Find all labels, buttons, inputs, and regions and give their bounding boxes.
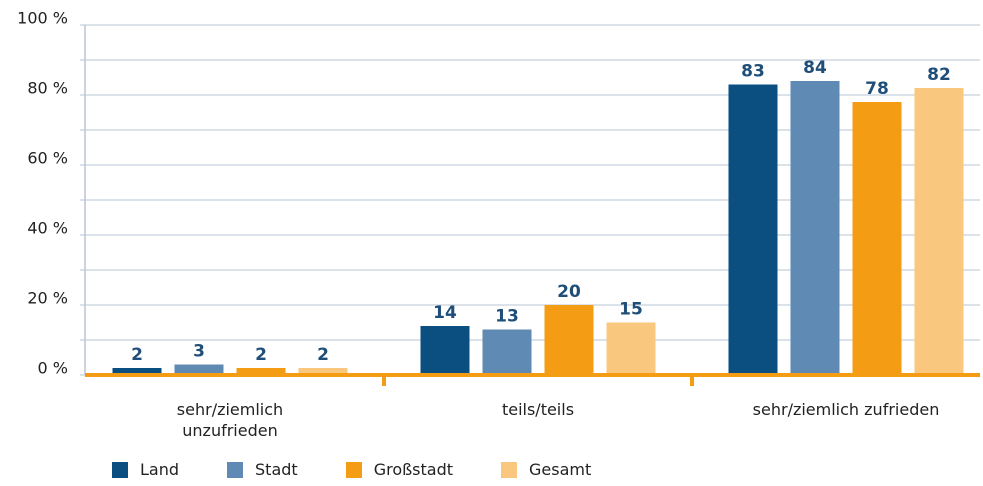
legend-swatch — [112, 461, 128, 478]
bar — [914, 88, 964, 375]
legend-item: Land — [112, 460, 179, 479]
value-label: 3 — [193, 342, 205, 362]
y-tick-label: 20 % — [27, 289, 68, 308]
bar — [728, 84, 778, 375]
y-tick-label: 100 % — [17, 9, 68, 28]
value-label: 14 — [433, 303, 457, 323]
bar — [174, 364, 224, 375]
value-label: 84 — [803, 58, 827, 78]
bar — [298, 368, 348, 375]
bar — [482, 329, 532, 375]
value-label: 13 — [495, 307, 519, 327]
bar — [112, 368, 162, 375]
legend-swatch — [501, 461, 518, 478]
bar — [544, 305, 594, 375]
value-label: 2 — [317, 345, 329, 365]
y-tick-label: 80 % — [27, 79, 68, 98]
legend: Land Stadt Großstadt Gesamt — [112, 460, 591, 479]
y-tick-label: 0 % — [38, 359, 68, 378]
legend-label: Stadt — [255, 460, 298, 479]
value-label: 20 — [557, 282, 581, 302]
bar — [236, 368, 286, 375]
legend-label: Land — [140, 460, 180, 479]
bar — [790, 81, 840, 375]
bar — [420, 326, 470, 375]
value-label: 2 — [255, 345, 267, 365]
legend-label: Gesamt — [529, 460, 592, 479]
x-tick-label: sehr/ziemlich zufrieden — [752, 400, 940, 419]
value-label: 15 — [619, 300, 643, 320]
bar — [852, 102, 902, 375]
legend-swatch — [227, 461, 244, 478]
legend-item: Gesamt — [501, 460, 591, 479]
legend-swatch — [345, 461, 362, 478]
y-tick-label: 60 % — [27, 149, 68, 168]
x-tick-label: teils/teils — [501, 400, 575, 419]
y-tick-label: 40 % — [27, 219, 68, 238]
legend-label: Großstadt — [373, 460, 454, 479]
x-tick-label: sehr/ziemlich unzufrieden — [176, 400, 284, 440]
legend-item: Großstadt — [345, 460, 454, 479]
value-label: 78 — [865, 79, 889, 99]
bar — [606, 322, 656, 375]
value-label: 83 — [741, 62, 765, 82]
legend-item: Stadt — [227, 460, 298, 479]
value-label: 82 — [927, 65, 951, 85]
value-label: 2 — [131, 345, 143, 365]
